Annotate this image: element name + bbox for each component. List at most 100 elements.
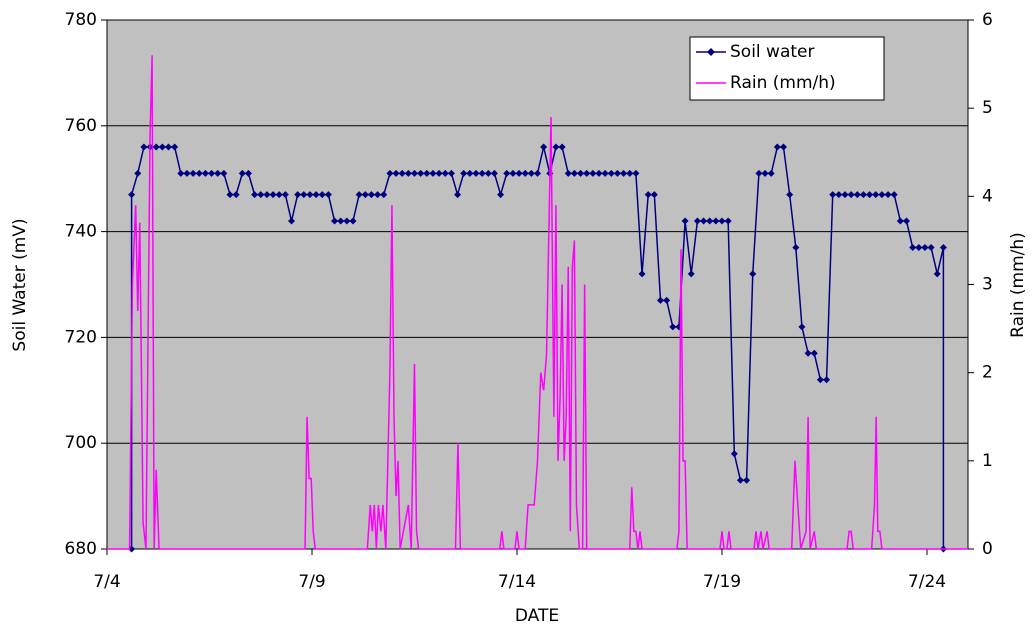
legend-label: Soil water	[730, 42, 814, 62]
data-point	[484, 169, 492, 177]
data-point	[361, 191, 369, 199]
data-point	[300, 191, 308, 199]
data-point	[644, 191, 652, 199]
data-point	[804, 349, 812, 357]
data-point	[595, 169, 603, 177]
legend-marker	[707, 48, 715, 56]
data-point	[730, 450, 738, 458]
data-point	[447, 169, 455, 177]
data-point	[417, 169, 425, 177]
plot-border	[106, 19, 969, 550]
data-point	[220, 169, 228, 177]
data-point	[208, 169, 216, 177]
y2-axis-title: Rain (mm/h)	[1008, 232, 1028, 338]
data-point	[392, 169, 400, 177]
y-axis-title: Soil Water (mV)	[10, 218, 30, 351]
data-point	[829, 191, 837, 199]
data-point	[589, 169, 597, 177]
data-point	[552, 143, 560, 151]
data-point	[472, 169, 480, 177]
data-point	[577, 169, 585, 177]
y2-tick-label: 6	[982, 10, 993, 30]
data-point	[152, 143, 160, 151]
data-point	[503, 169, 511, 177]
data-point	[613, 169, 621, 177]
data-point	[927, 243, 935, 251]
x-tick-label: 7/19	[703, 572, 741, 592]
data-point	[583, 169, 591, 177]
data-point	[743, 476, 751, 484]
data-point	[638, 270, 646, 278]
y2-tick-label: 1	[982, 451, 993, 471]
data-point	[786, 191, 794, 199]
data-point	[693, 217, 701, 225]
data-point	[915, 243, 923, 251]
data-point	[478, 169, 486, 177]
data-point	[497, 191, 505, 199]
series-line	[107, 55, 968, 550]
y-tick-label: 740	[65, 222, 97, 242]
data-point	[294, 191, 302, 199]
data-point	[700, 217, 708, 225]
legend-label: Rain (mm/h)	[730, 73, 836, 93]
data-point	[657, 296, 664, 304]
data-point	[201, 169, 209, 177]
data-point	[349, 217, 357, 225]
data-point	[429, 169, 437, 177]
x-tick-label: 7/9	[298, 572, 325, 592]
data-point	[558, 143, 566, 151]
data-point	[306, 191, 314, 199]
data-point	[896, 217, 904, 225]
data-point	[798, 323, 806, 331]
x-tick-label: 7/14	[498, 572, 536, 592]
data-point	[324, 191, 332, 199]
data-point	[823, 376, 831, 384]
data-point	[490, 169, 498, 177]
data-point	[534, 169, 541, 177]
data-point	[564, 169, 572, 177]
data-point	[847, 191, 855, 199]
data-point	[718, 217, 726, 225]
data-point	[466, 169, 474, 177]
data-point	[712, 217, 720, 225]
data-point	[816, 376, 824, 384]
data-point	[435, 169, 443, 177]
data-point	[736, 476, 744, 484]
data-point	[792, 243, 800, 251]
data-point	[318, 191, 326, 199]
data-point	[263, 191, 271, 199]
data-point	[171, 143, 179, 151]
data-point	[128, 191, 136, 199]
legend-box	[689, 36, 885, 101]
data-point	[441, 169, 449, 177]
data-point	[269, 191, 277, 199]
y2-tick-label: 0	[982, 539, 993, 559]
data-point	[337, 217, 345, 225]
data-point	[244, 169, 252, 177]
data-point	[158, 143, 166, 151]
data-point	[134, 169, 142, 177]
data-point	[195, 169, 203, 177]
data-point	[454, 191, 462, 199]
data-point	[810, 349, 818, 357]
data-point	[165, 143, 172, 151]
y-tick-label: 680	[65, 539, 97, 559]
data-point	[177, 169, 185, 177]
data-point	[872, 191, 880, 199]
data-point	[909, 243, 917, 251]
data-point	[570, 169, 578, 177]
data-point	[884, 191, 892, 199]
data-point	[853, 191, 861, 199]
data-point	[626, 169, 634, 177]
data-point	[749, 270, 757, 278]
data-point	[404, 169, 412, 177]
data-point	[761, 169, 769, 177]
data-point	[355, 191, 363, 199]
data-point	[724, 217, 732, 225]
data-point	[780, 143, 787, 151]
data-point	[890, 191, 898, 199]
data-point	[607, 169, 615, 177]
data-point	[386, 169, 394, 177]
data-point	[398, 169, 406, 177]
data-point	[706, 217, 714, 225]
